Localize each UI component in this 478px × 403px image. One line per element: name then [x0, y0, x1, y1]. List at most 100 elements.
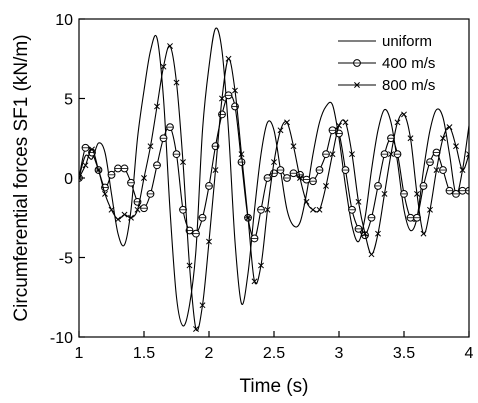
legend-label: 800 m/s	[382, 77, 435, 94]
data-point-400-m-s	[315, 166, 324, 174]
y-tick-label: -10	[50, 330, 73, 347]
data-point-800-m-s	[251, 278, 258, 285]
data-point-400-m-s	[341, 166, 350, 174]
data-point-400-m-s	[458, 186, 467, 195]
data-point-400-m-s	[166, 123, 174, 132]
data-point-800-m-s	[362, 230, 368, 237]
data-point-800-m-s	[342, 119, 349, 126]
data-point-800-m-s	[102, 190, 108, 197]
data-point-800-m-s	[186, 262, 193, 269]
data-point-400-m-s	[419, 182, 428, 190]
data-point-800-m-s	[128, 214, 134, 221]
data-point-800-m-s	[147, 143, 154, 150]
legend-marker	[354, 82, 360, 88]
data-point-800-m-s	[277, 127, 284, 134]
data-point-400-m-s	[120, 164, 129, 173]
data-point-400-m-s	[348, 205, 356, 214]
legend-item-400-m-s: 400 m/s	[338, 55, 435, 72]
data-point-800-m-s	[433, 167, 440, 174]
data-point-800-m-s	[180, 159, 186, 166]
x-tick-label: 2.5	[263, 345, 285, 362]
data-point-800-m-s	[297, 175, 303, 181]
data-point-800-m-s	[407, 135, 414, 142]
data-point-400-m-s	[140, 204, 148, 213]
legend-item-uniform: uniform	[338, 33, 432, 50]
y-tick-label: 5	[64, 92, 73, 109]
data-point-800-m-s	[375, 230, 381, 237]
x-tick-label: 2	[205, 345, 214, 362]
data-point-800-m-s	[394, 119, 401, 126]
data-point-400-m-s	[393, 150, 402, 159]
data-point-800-m-s	[349, 151, 355, 158]
axis-ticks: 1 1.5 2 2.5 3 3.5 4 -10 -5 0 5 10	[50, 12, 474, 362]
data-point-800-m-s	[206, 238, 212, 245]
data-point-800-m-s	[193, 326, 199, 333]
data-point-400-m-s	[439, 166, 447, 174]
data-point-800-m-s	[453, 143, 459, 150]
data-point-800-m-s	[381, 190, 388, 197]
x-tick-label: 3	[335, 345, 344, 362]
data-point-800-m-s	[108, 206, 115, 213]
x-axis-label: Time (s)	[240, 376, 309, 397]
data-point-400-m-s	[283, 174, 291, 182]
data-point-800-m-s	[167, 43, 173, 49]
y-axis-label: Circumferential forces SF1 (kN/m)	[11, 34, 32, 321]
legend-marker	[353, 59, 361, 67]
data-point-400-m-s	[374, 182, 382, 190]
data-point-400-m-s	[367, 213, 376, 222]
data-point-400-m-s	[159, 134, 168, 143]
data-point-400-m-s	[250, 234, 259, 243]
data-point-400-m-s	[289, 169, 298, 178]
data-point-400-m-s	[192, 229, 200, 238]
data-point-800-m-s	[264, 206, 271, 213]
data-point-400-m-s	[465, 186, 469, 195]
legend: uniform 400 m/s 800 m/s	[338, 33, 435, 94]
data-point-800-m-s	[271, 159, 277, 166]
data-point-800-m-s	[440, 135, 446, 142]
data-point-400-m-s	[406, 213, 415, 222]
data-point-400-m-s	[237, 158, 246, 167]
data-point-800-m-s	[420, 230, 427, 237]
data-point-800-m-s	[245, 214, 251, 221]
data-point-400-m-s	[146, 190, 155, 198]
data-point-400-m-s	[380, 150, 389, 159]
x-tick-label: 3.5	[393, 345, 415, 362]
series-line-uniform	[79, 27, 469, 327]
data-point-800-m-s	[82, 162, 89, 169]
data-point-800-m-s	[199, 302, 206, 309]
series-layer	[79, 27, 469, 333]
data-point-400-m-s	[322, 150, 330, 159]
x-tick-label: 1	[75, 345, 84, 362]
data-point-400-m-s	[205, 182, 213, 190]
data-point-800-m-s	[79, 175, 82, 181]
data-point-800-m-s	[95, 167, 102, 174]
y-tick-label: 10	[55, 12, 73, 29]
data-point-800-m-s	[212, 167, 219, 174]
data-point-800-m-s	[329, 151, 336, 158]
data-point-400-m-s	[452, 190, 460, 198]
data-point-400-m-s	[257, 205, 265, 214]
data-point-800-m-s	[316, 206, 323, 213]
data-point-800-m-s	[310, 206, 316, 213]
data-point-400-m-s	[81, 143, 90, 152]
data-point-800-m-s	[89, 146, 95, 153]
x-tick-label: 1.5	[133, 345, 155, 362]
legend-item-800-m-s: 800 m/s	[338, 77, 435, 94]
data-point-800-m-s	[414, 190, 420, 197]
data-point-800-m-s	[160, 63, 167, 70]
data-point-400-m-s	[263, 174, 272, 182]
data-point-400-m-s	[172, 150, 181, 159]
data-point-400-m-s	[354, 224, 363, 233]
data-point-800-m-s	[115, 216, 121, 223]
data-point-400-m-s	[153, 161, 161, 170]
data-point-400-m-s	[276, 166, 285, 174]
data-point-800-m-s	[290, 143, 297, 150]
data-point-800-m-s	[388, 151, 394, 158]
data-point-400-m-s	[413, 213, 421, 222]
data-point-400-m-s	[198, 213, 207, 222]
data-point-800-m-s	[258, 262, 264, 269]
data-point-800-m-s	[141, 175, 147, 181]
data-point-800-m-s	[401, 111, 407, 118]
data-point-800-m-s	[219, 95, 225, 102]
